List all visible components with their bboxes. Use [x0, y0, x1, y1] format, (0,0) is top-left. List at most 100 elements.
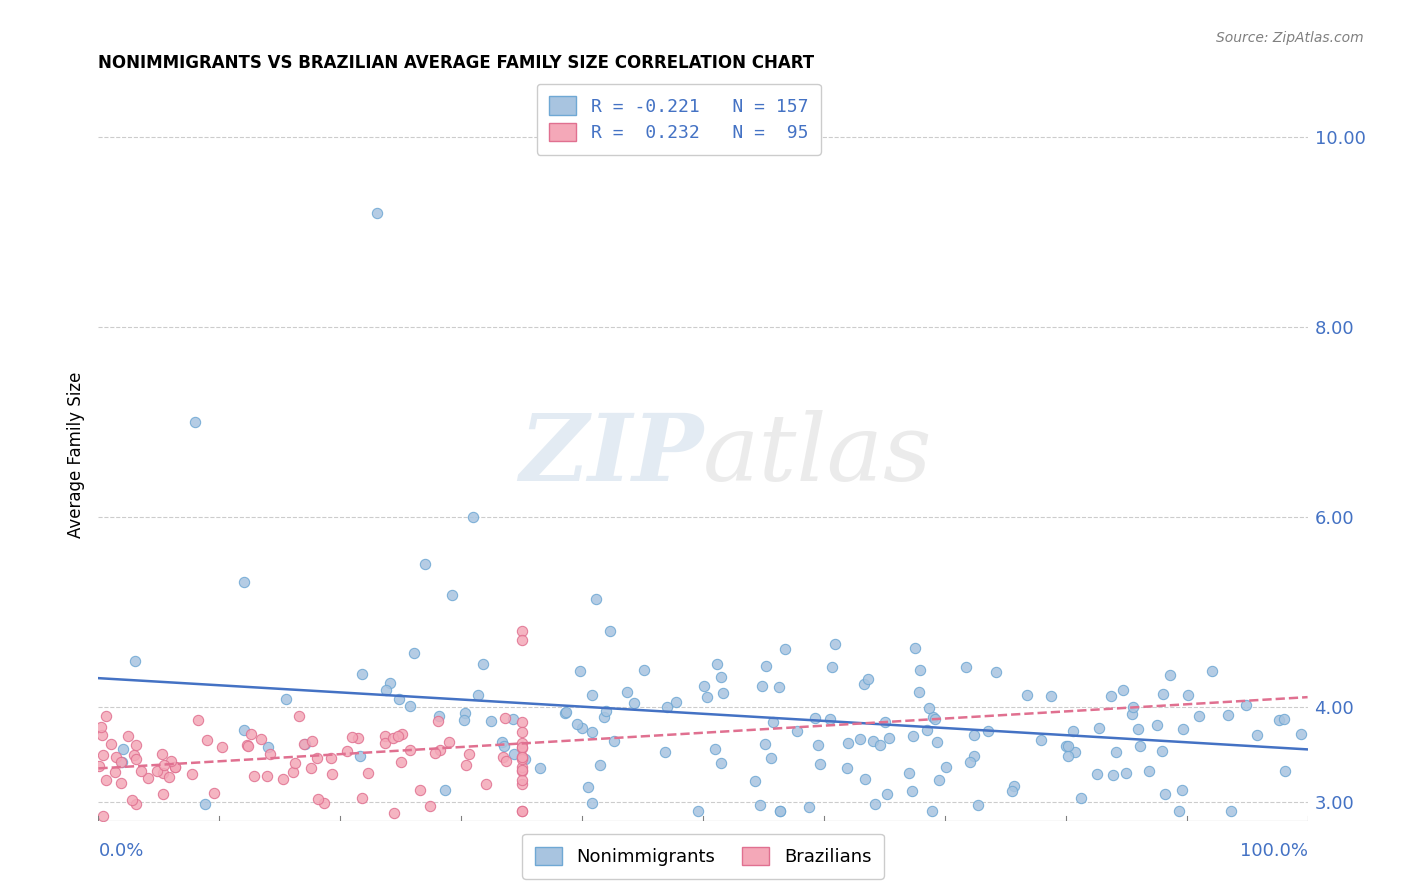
Point — [835, 761, 858, 775]
Point — [1057, 749, 1080, 764]
Point — [1015, 688, 1038, 702]
Point — [463, 509, 485, 524]
Point — [299, 761, 322, 775]
Point — [136, 771, 159, 785]
Point — [195, 733, 218, 747]
Point — [510, 752, 533, 766]
Point — [849, 732, 872, 747]
Point — [581, 796, 603, 810]
Point — [706, 657, 728, 671]
Point — [110, 776, 132, 790]
Legend: R = -0.221   N = 157, R =  0.232   N =  95: R = -0.221 N = 157, R = 0.232 N = 95 — [537, 84, 821, 155]
Point — [111, 755, 134, 769]
Point — [307, 792, 329, 806]
Point — [510, 804, 533, 818]
Point — [820, 660, 842, 674]
Point — [510, 760, 533, 774]
Point — [696, 690, 718, 704]
Point — [474, 777, 496, 791]
Point — [453, 713, 475, 727]
Text: Source: ZipAtlas.com: Source: ZipAtlas.com — [1216, 31, 1364, 45]
Point — [510, 764, 533, 779]
Point — [966, 798, 988, 813]
Point — [110, 756, 132, 770]
Point — [1274, 764, 1296, 778]
Point — [786, 724, 808, 739]
Point — [94, 708, 117, 723]
Point — [1146, 718, 1168, 732]
Point — [454, 706, 477, 720]
Point — [492, 750, 515, 764]
Point — [502, 712, 524, 726]
Point — [589, 758, 612, 772]
Point — [439, 735, 461, 749]
Point — [510, 750, 533, 764]
Point — [236, 739, 259, 753]
Point — [1170, 783, 1192, 797]
Point — [160, 754, 183, 768]
Point — [91, 809, 114, 823]
Point — [808, 756, 831, 771]
Point — [419, 798, 441, 813]
Point — [349, 748, 371, 763]
Point — [259, 747, 281, 761]
Point — [908, 685, 931, 699]
Point — [515, 752, 537, 766]
Point — [959, 756, 981, 770]
Point — [900, 783, 922, 797]
Point — [510, 736, 533, 750]
Point — [554, 705, 576, 719]
Point — [104, 765, 127, 780]
Point — [1126, 722, 1149, 736]
Text: NONIMMIGRANTS VS BRAZILIAN AVERAGE FAMILY SIZE CORRELATION CHART: NONIMMIGRANTS VS BRAZILIAN AVERAGE FAMIL… — [98, 54, 814, 72]
Point — [693, 679, 716, 693]
Point — [457, 747, 479, 762]
Point — [1085, 767, 1108, 781]
Point — [157, 770, 180, 784]
Point — [495, 754, 517, 768]
Point — [901, 729, 924, 743]
Point — [491, 734, 513, 748]
Point — [122, 748, 145, 763]
Point — [769, 804, 792, 818]
Point — [554, 706, 576, 720]
Point — [387, 729, 409, 743]
Point — [917, 700, 939, 714]
Point — [321, 766, 343, 780]
Point — [1167, 804, 1189, 818]
Point — [759, 751, 782, 765]
Point — [1201, 664, 1223, 678]
Point — [654, 745, 676, 759]
Point — [876, 787, 898, 801]
Point — [593, 710, 616, 724]
Point — [340, 730, 363, 744]
Point — [398, 743, 420, 757]
Point — [976, 724, 998, 739]
Point — [243, 769, 266, 783]
Point — [271, 772, 294, 787]
Point — [427, 714, 450, 729]
Point — [862, 733, 884, 747]
Point — [510, 725, 533, 739]
Point — [1152, 687, 1174, 701]
Point — [1115, 766, 1137, 780]
Point — [510, 777, 533, 791]
Point — [382, 805, 405, 820]
Point — [858, 673, 880, 687]
Point — [202, 786, 225, 800]
Point — [1002, 779, 1025, 793]
Point — [1054, 739, 1077, 754]
Point — [852, 677, 875, 691]
Point — [510, 633, 533, 648]
Point — [89, 759, 111, 773]
Point — [314, 797, 336, 811]
Point — [748, 798, 770, 813]
Point — [799, 800, 821, 814]
Point — [1062, 723, 1084, 738]
Point — [117, 729, 139, 743]
Text: 0.0%: 0.0% — [98, 841, 143, 860]
Point — [897, 765, 920, 780]
Point — [433, 782, 456, 797]
Point — [440, 588, 463, 602]
Point — [181, 767, 204, 781]
